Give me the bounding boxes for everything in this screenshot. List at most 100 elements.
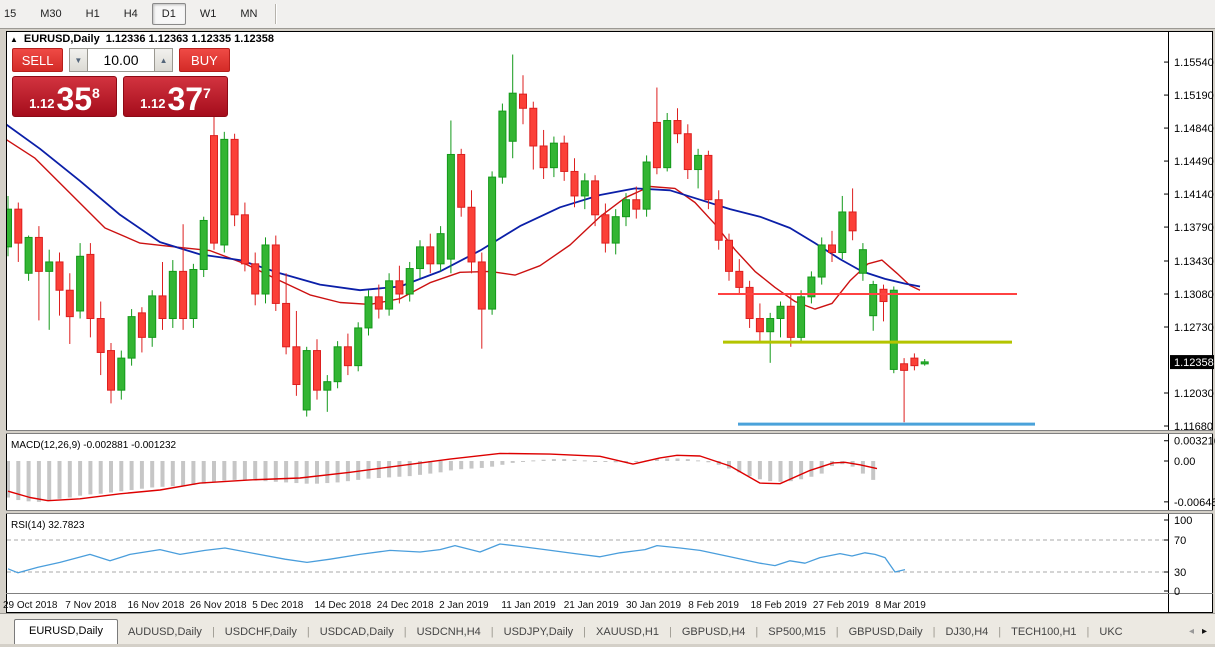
candle [374,296,383,310]
macd-bar [139,461,144,489]
tab-separator: | [490,626,494,638]
pane-separator [6,510,1213,514]
macd-bar [78,461,83,496]
rsi-pane [7,539,1168,574]
candle [488,176,497,310]
sell-button[interactable]: SELL [12,48,64,72]
macd-bar [685,459,690,461]
buy-price-display[interactable]: 1.12 37 7 [123,76,228,117]
timeframe-button-h1[interactable]: H1 [85,8,100,20]
tab-usdcad-daily[interactable]: USDCAD,Daily [319,626,394,638]
macd-bar [479,461,484,468]
toolbar-divider [275,4,278,24]
date-label: 27 Feb 2019 [813,600,870,611]
macd-bar [36,461,41,502]
candle [405,268,414,295]
volume-increase-button[interactable]: ▲ [154,48,174,72]
macd-bar [335,461,340,483]
macd-bar [222,461,227,481]
macd-bar [407,461,412,477]
current-price-label: 1.12358 [1174,357,1214,369]
candle [457,153,466,208]
macd-bar [201,461,206,484]
macd-bar [7,461,10,498]
macd-bar [551,459,556,461]
timeframe-button-h4[interactable]: H4 [123,8,138,20]
tab-separator: | [403,626,407,638]
ma-slow-line [7,123,921,292]
date-label: 8 Feb 2019 [688,600,739,611]
candle [663,120,672,169]
tab-xauusd-h1[interactable]: XAUUSD,H1 [596,626,659,638]
rsi-line [7,543,906,574]
macd-bar [531,460,536,462]
timeframe-button-d1[interactable]: D1 [151,3,186,25]
main-chart-canvas[interactable]: 1.15540 1.15190 1.14840 1.14490 1.14140 1.137… [0,30,1215,614]
macd-bar [345,461,350,482]
macd-bar [448,461,453,471]
macd-bar [109,461,113,493]
macd-bar [778,461,783,482]
candle [168,270,177,320]
tab-gbpusd-daily[interactable]: GBPUSD,Daily [848,626,923,638]
candle [189,268,198,320]
tab-ukc[interactable]: UKC [1099,626,1123,638]
candle [797,296,806,338]
date-label: 5 Dec 2018 [252,600,304,611]
candle [611,216,620,244]
tabs-scroll-left-icon[interactable]: ◂ [1188,626,1194,637]
macd-bar [47,461,52,501]
timeframe-toolbar: 15 M30 H1 H4 D1 W1 MN [0,0,1215,29]
tabs-scroll-right-icon[interactable]: ▸ [1201,626,1207,637]
tab-tech100-h1[interactable]: TECH100,H1 [1011,626,1077,638]
tab-sp500-m15[interactable]: SP500,M15 [768,626,826,638]
candle [446,153,455,260]
macd-bar [170,461,175,487]
price-tick-label: 1.13430 [1174,256,1214,268]
candle [725,239,733,272]
macd-tick-label: 0.00 [1174,456,1195,468]
volume-decrease-button[interactable]: ▼ [68,48,88,72]
sell-price-display[interactable]: 1.12 35 8 [12,76,117,117]
tab-dj30-h4[interactable]: DJ30,H4 [945,626,989,638]
candle [282,302,291,348]
tab-usdjpy-daily[interactable]: USDJPY,Daily [503,626,574,638]
tab-gbpusd-h4[interactable]: GBPUSD,H4 [681,626,746,638]
tab-usdchf-daily[interactable]: USDCHF,Daily [224,626,297,638]
macd-bar [428,461,433,474]
chart-symbol-label: EURUSD,Daily [23,33,100,45]
date-label: 24 Dec 2018 [377,600,434,611]
macd-bar [88,461,93,495]
tab-audusd-daily[interactable]: AUDUSD,Daily [127,626,202,638]
macd-bar [376,461,381,479]
volume-input[interactable]: 10.00 [87,48,155,72]
collapse-panel-icon[interactable]: ▲ [10,34,18,44]
tab-usdcnh-h4[interactable]: USDCNH,H4 [416,626,481,638]
macd-bar [356,461,361,480]
candle [879,288,888,303]
date-label: 2 Jan 2019 [439,600,489,611]
macd-bar [294,461,299,484]
chart-header: ▲ EURUSD,Daily 1.12336 1.12363 1.12335 1… [10,33,274,45]
candle [148,295,157,338]
candle [251,263,260,295]
date-label: 26 Nov 2018 [190,600,247,611]
macd-bar [860,461,865,474]
candles [7,54,929,423]
macd-bar [57,461,62,499]
macd-bar [438,461,443,473]
candle [117,357,126,391]
timeframe-button-w1[interactable]: W1 [199,8,217,20]
timeframe-button-15[interactable]: 15 [4,8,17,20]
rsi-tick-label: 30 [1174,567,1186,579]
tab-eurusd-daily[interactable]: EURUSD,Daily [14,619,118,645]
candle [817,244,826,278]
timeframe-button-mn[interactable]: MN [240,8,258,20]
buy-price-prefix: 1.12 [140,96,166,111]
tab-separator: | [306,626,310,638]
candle [86,253,95,320]
buy-button[interactable]: BUY [178,48,230,72]
macd-bar [16,461,21,501]
timeframe-button-m30[interactable]: M30 [40,8,62,20]
